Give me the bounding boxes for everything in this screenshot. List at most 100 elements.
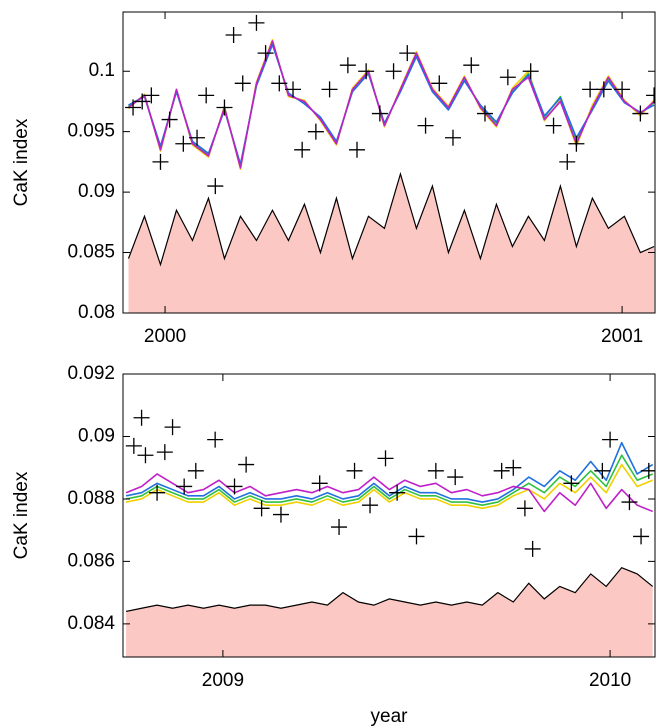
observation-marker	[272, 506, 289, 523]
observation-marker	[161, 111, 178, 128]
observation-marker	[463, 57, 480, 74]
observation-marker	[149, 484, 166, 501]
x-axis-label: year	[371, 706, 409, 727]
observation-marker	[499, 69, 516, 86]
observation-marker	[563, 475, 580, 492]
y-tick-label: 0.092	[67, 363, 115, 384]
observation-marker	[522, 63, 539, 80]
observation-marker	[582, 81, 599, 98]
observation-marker	[226, 478, 243, 495]
observation-marker	[271, 75, 288, 92]
observation-marker	[431, 75, 448, 92]
y-tick-label: 0.095	[67, 121, 115, 142]
observation-marker	[621, 494, 638, 511]
observation-marker	[207, 431, 224, 448]
observation-marker	[640, 462, 655, 479]
observation-marker	[595, 81, 612, 98]
observation-marker	[137, 447, 154, 464]
observation-marker	[285, 81, 302, 98]
plot-area	[125, 14, 655, 313]
observation-marker	[346, 462, 363, 479]
y-axis-label: CaK index	[11, 118, 32, 206]
y-tick-label: 0.09	[78, 181, 115, 202]
model-line	[128, 42, 655, 167]
x-tick-label: 2001	[601, 326, 643, 347]
observation-marker	[248, 14, 265, 31]
observation-marker	[568, 135, 585, 152]
observation-marker	[349, 141, 366, 158]
axes-frame	[122, 373, 656, 658]
model-line	[128, 43, 655, 166]
observation-marker	[632, 105, 649, 122]
observation-marker	[524, 540, 541, 557]
y-tick-label: 0.1	[89, 60, 115, 81]
observation-marker	[358, 63, 375, 80]
area-fill	[126, 567, 653, 657]
observation-marker	[253, 500, 270, 517]
y-axis-label: CaK index	[11, 471, 32, 559]
observation-marker	[294, 141, 311, 158]
observation-marker	[187, 462, 204, 479]
model-line	[127, 39, 655, 170]
observation-marker	[156, 444, 173, 461]
observation-marker	[447, 469, 464, 486]
model-line	[125, 473, 653, 513]
observation-marker	[225, 26, 242, 43]
model-line	[125, 454, 653, 506]
observation-marker	[559, 153, 576, 170]
observation-marker	[133, 409, 150, 426]
observation-marker	[234, 75, 251, 92]
y-tick-label: 0.084	[67, 613, 115, 634]
observation-marker	[175, 135, 192, 152]
observation-marker	[493, 462, 510, 479]
y-tick-label: 0.09	[78, 425, 115, 446]
observation-marker	[134, 93, 151, 110]
area-fill	[128, 173, 655, 313]
observation-marker	[189, 129, 206, 146]
y-tick-label: 0.086	[67, 550, 115, 571]
axes-frame	[122, 11, 656, 314]
observation-marker	[207, 178, 224, 195]
observation-marker	[476, 105, 493, 122]
observation-marker	[125, 99, 142, 116]
observation-marker	[311, 475, 328, 492]
observation-marker	[321, 81, 338, 98]
observation-marker	[505, 459, 522, 476]
observation-marker	[427, 462, 444, 479]
observation-marker	[362, 497, 379, 514]
model-line	[127, 40, 655, 169]
observation-marker	[545, 117, 562, 134]
observation-marker	[371, 105, 388, 122]
y-tick-label: 0.085	[67, 242, 115, 263]
observation-marker	[307, 123, 324, 140]
observation-marker	[125, 437, 142, 454]
observation-marker	[216, 99, 233, 116]
x-tick-label: 2000	[144, 326, 186, 347]
observation-marker	[633, 528, 650, 545]
model-line	[125, 441, 654, 503]
observation-marker	[444, 129, 461, 146]
observation-marker	[377, 450, 394, 467]
observation-marker	[614, 81, 631, 98]
observation-marker	[602, 431, 619, 448]
observation-marker	[257, 45, 274, 62]
observation-marker	[176, 478, 193, 495]
observation-marker	[646, 87, 655, 104]
observation-marker	[198, 87, 215, 104]
observation-marker	[152, 153, 169, 170]
x-tick-label: 2009	[202, 670, 244, 691]
observation-marker	[389, 484, 406, 501]
observation-marker	[417, 117, 434, 134]
observation-marker	[164, 419, 181, 436]
observation-marker	[143, 87, 160, 104]
observation-marker	[594, 462, 611, 479]
observation-marker	[385, 63, 402, 80]
x-tick-label: 2010	[589, 670, 631, 691]
y-tick-label: 0.08	[78, 302, 115, 323]
plot-area	[125, 409, 655, 657]
model-line	[125, 463, 653, 510]
observation-marker	[331, 519, 348, 536]
area-line	[125, 566, 654, 612]
observation-marker	[516, 500, 533, 517]
